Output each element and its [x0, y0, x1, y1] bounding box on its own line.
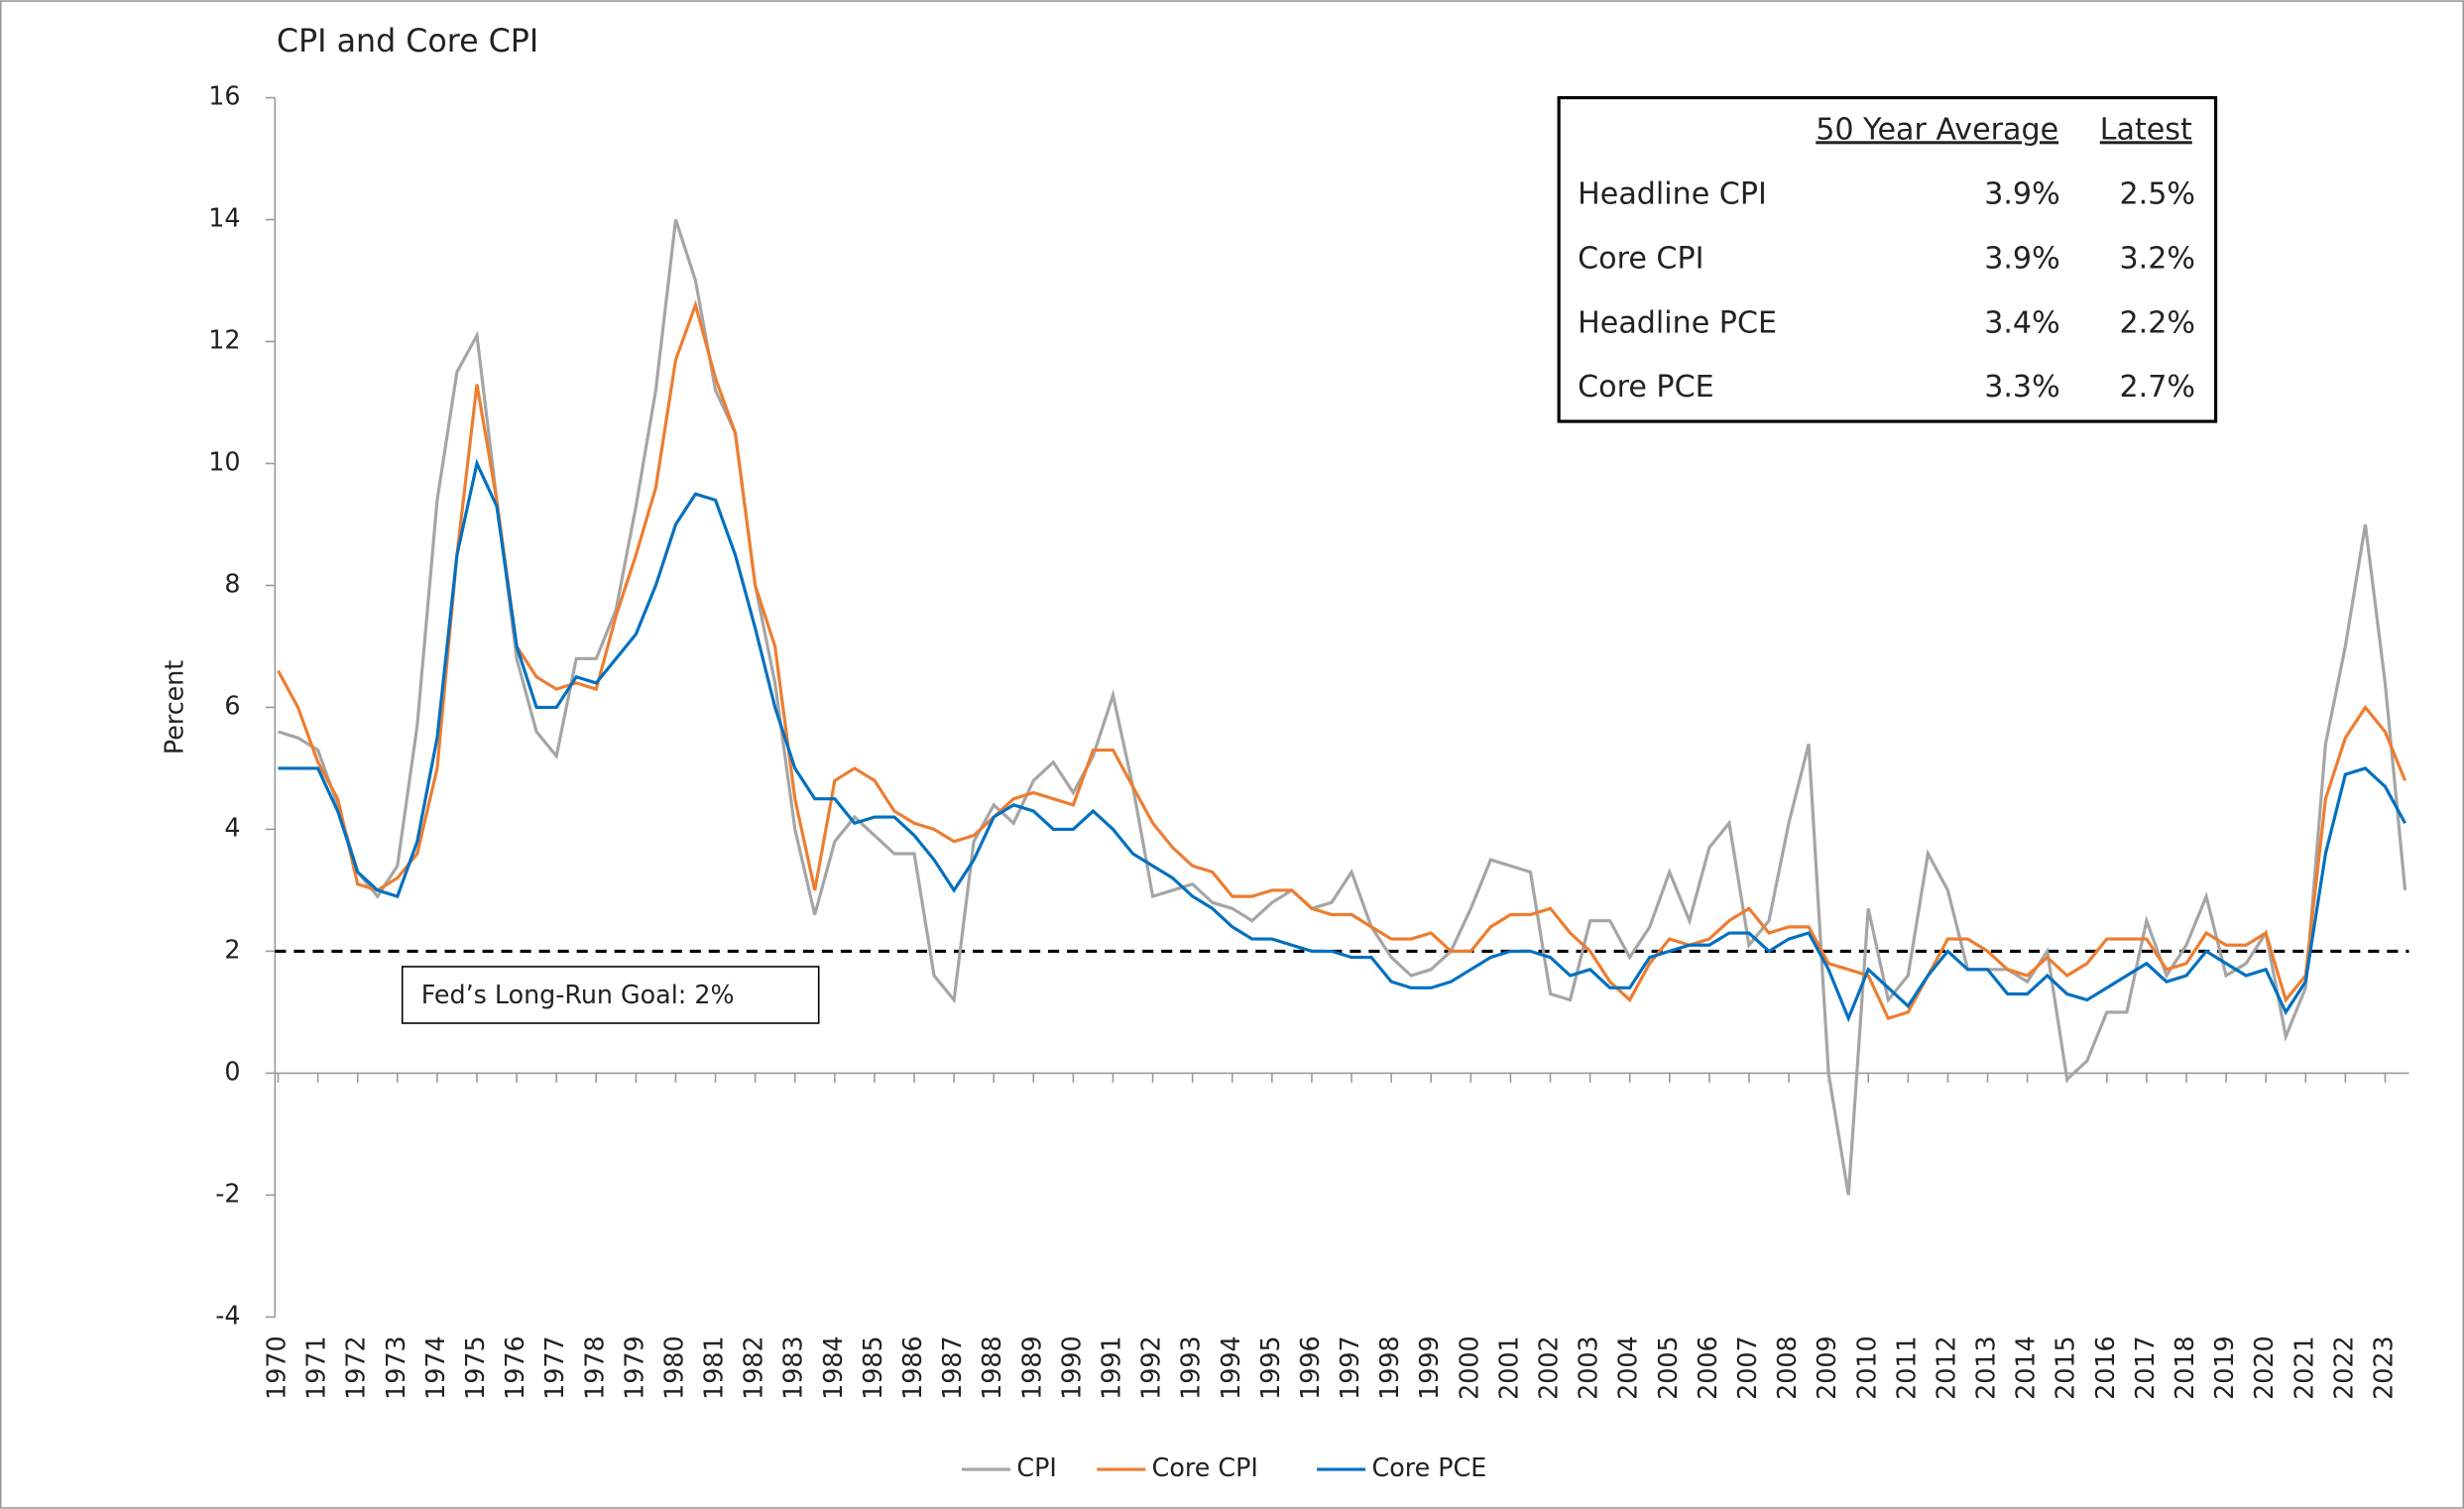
- x-tick-label: 1972: [341, 1335, 371, 1400]
- x-tick-label: 2015: [2051, 1335, 2080, 1400]
- table-box: [1557, 95, 2218, 423]
- goal-box: [401, 966, 820, 1024]
- x-tick-label: 1979: [619, 1335, 648, 1400]
- x-tick-label: 1983: [778, 1335, 808, 1400]
- x-tick-label: 2008: [1772, 1335, 1802, 1400]
- x-tick-label: 1990: [1056, 1335, 1086, 1400]
- x-tick-label: 2019: [2209, 1335, 2239, 1400]
- y-tick-label: -2: [215, 1178, 240, 1208]
- x-tick-label: 1991: [1096, 1335, 1125, 1400]
- x-tick-label: 1993: [1176, 1335, 1206, 1400]
- y-tick-label: 4: [224, 812, 240, 842]
- x-tick-label: 2018: [2170, 1335, 2199, 1400]
- x-tick-label: 1998: [1374, 1335, 1404, 1400]
- x-tick-label: 2006: [1693, 1335, 1722, 1400]
- x-tick-label: 1996: [1295, 1335, 1325, 1400]
- series-line: [277, 299, 2407, 1021]
- x-tick-label: 2014: [2011, 1335, 2041, 1400]
- y-tick-label: 14: [208, 203, 240, 233]
- table-cell: 3.9%: [1984, 176, 2060, 211]
- x-tick-label: 2023: [2368, 1335, 2398, 1400]
- table-cell: 2.7%: [2119, 370, 2195, 405]
- x-tick-label: 2022: [2328, 1335, 2358, 1400]
- y-tick-label: 16: [208, 81, 240, 111]
- legend-label: Core CPI: [1152, 1452, 1258, 1482]
- x-tick-label: 2020: [2249, 1335, 2279, 1400]
- x-tick-label: 1977: [539, 1335, 569, 1400]
- y-tick-label: 10: [208, 446, 240, 476]
- table-row-label: Headline PCE: [1578, 305, 1777, 340]
- x-tick-label: 2011: [1891, 1335, 1921, 1400]
- chart-title: CPI and Core CPI: [277, 24, 538, 59]
- table-cell: 3.3%: [1984, 370, 2060, 405]
- table-row-label: Core PCE: [1578, 370, 1713, 405]
- x-tick-label: 2002: [1534, 1335, 1564, 1400]
- table-cell: 3.4%: [1984, 305, 2060, 340]
- table-cell: 2.5%: [2119, 176, 2195, 211]
- goal-label: Fed’s Long-Run Goal: 2%: [421, 980, 735, 1009]
- x-tick-label: 2004: [1613, 1335, 1643, 1400]
- legend-label: CPI: [1016, 1452, 1056, 1482]
- legend-label: Core PCE: [1372, 1452, 1487, 1482]
- x-tick-label: 2000: [1454, 1335, 1483, 1400]
- series-line: [278, 219, 2407, 1196]
- x-tick-label: 2010: [1851, 1335, 1881, 1400]
- x-tick-label: 1988: [977, 1335, 1006, 1400]
- y-tick-label: 12: [208, 325, 240, 355]
- x-tick-label: 1986: [897, 1335, 927, 1400]
- x-tick-label: 1999: [1414, 1335, 1444, 1400]
- x-tick-label: 2012: [1931, 1335, 1960, 1400]
- x-tick-label: 1995: [1255, 1335, 1285, 1400]
- table-cell: 3.2%: [2119, 241, 2195, 276]
- table-header: 50 Year Average: [1816, 112, 2058, 147]
- table-header: Latest: [2100, 112, 2192, 147]
- series-line: [278, 458, 2406, 1023]
- x-tick-label: 1980: [658, 1335, 688, 1400]
- table-cell: 2.2%: [2119, 305, 2195, 340]
- x-tick-label: 1984: [818, 1335, 848, 1400]
- table-row-label: Core CPI: [1578, 241, 1703, 276]
- x-tick-label: 1987: [937, 1335, 967, 1400]
- y-tick-label: 2: [224, 934, 240, 964]
- x-tick-label: 1971: [301, 1335, 331, 1400]
- x-tick-label: 1978: [579, 1335, 609, 1400]
- x-tick-label: 1985: [858, 1335, 887, 1400]
- x-tick-label: 2016: [2090, 1335, 2120, 1400]
- x-tick-label: 2017: [2130, 1335, 2160, 1400]
- x-tick-label: 1974: [420, 1335, 450, 1400]
- table-cell: 3.9%: [1984, 241, 2060, 276]
- y-tick-label: -4: [215, 1300, 240, 1330]
- x-tick-label: 1981: [699, 1335, 729, 1400]
- x-tick-label: 1997: [1335, 1335, 1364, 1400]
- x-tick-label: 1982: [739, 1335, 768, 1400]
- x-tick-label: 1992: [1136, 1335, 1166, 1400]
- x-tick-label: 1970: [262, 1335, 292, 1400]
- x-tick-label: 2001: [1493, 1335, 1523, 1400]
- x-tick-label: 1975: [460, 1335, 490, 1400]
- x-tick-label: 1994: [1216, 1335, 1245, 1400]
- x-tick-label: 2005: [1653, 1335, 1683, 1400]
- y-tick-label: 0: [224, 1056, 240, 1086]
- y-axis-label: Percent: [160, 660, 189, 754]
- x-tick-label: 2003: [1574, 1335, 1603, 1400]
- x-tick-label: 1973: [381, 1335, 411, 1400]
- x-tick-label: 2007: [1732, 1335, 1762, 1400]
- x-tick-label: 2021: [2288, 1335, 2318, 1400]
- y-tick-label: 8: [224, 568, 240, 598]
- x-tick-label: 1976: [500, 1335, 529, 1400]
- x-tick-label: 1989: [1016, 1335, 1046, 1400]
- table-row-label: Headline CPI: [1578, 176, 1767, 211]
- y-tick-label: 6: [224, 690, 240, 720]
- x-tick-label: 2009: [1812, 1335, 1841, 1400]
- x-tick-label: 2013: [1971, 1335, 2001, 1400]
